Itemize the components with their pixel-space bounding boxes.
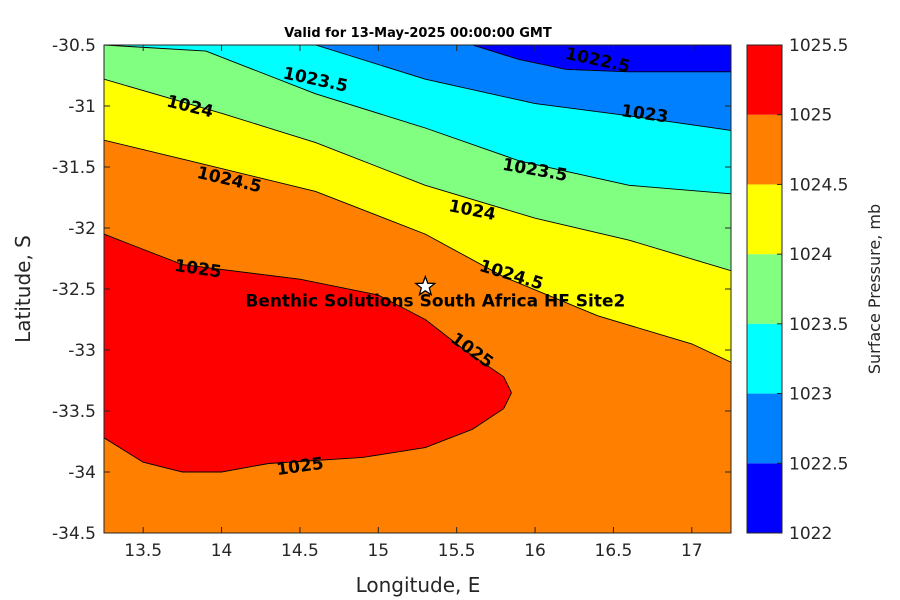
y-tick-label: -31.5 [52, 158, 96, 178]
colorbar-tick-label: 1024.5 [789, 175, 848, 195]
colorbar-swatch [747, 254, 782, 324]
contour-bands [104, 45, 731, 472]
y-axis-label: Latitude, S [11, 235, 35, 343]
x-tick-label: 17 [681, 541, 703, 561]
colorbar-tick-label: 1025 [789, 106, 832, 126]
colorbar-label: Surface Pressure, mb [865, 204, 884, 374]
colorbar-tick-label: 1023 [789, 385, 832, 405]
y-tick-label: -31 [68, 97, 96, 117]
colorbar-tick-label: 1023.5 [789, 315, 848, 335]
colorbar-tick-label: 1024 [789, 245, 832, 265]
colorbar-tick-label: 1022 [789, 524, 832, 544]
colorbar-swatch [747, 114, 782, 185]
contour-line-1024.5 [104, 139, 731, 363]
x-tick-label: 16.5 [595, 541, 633, 561]
y-tick-label: -34 [68, 463, 96, 483]
x-tick-label: 14 [211, 541, 233, 561]
site-label: Benthic Solutions South Africa HF Site2 [245, 292, 625, 312]
plot-area: 1022.510231023.51023.5102410241024.51024… [103, 44, 732, 534]
chart-title: Valid for 13-May-2025 00:00:00 GMT [284, 26, 552, 41]
y-tick-label: -33.5 [52, 402, 96, 422]
contour-lines [104, 45, 731, 473]
contour-line-1025 [104, 233, 513, 473]
x-axis-label: Longitude, E [356, 573, 481, 597]
contour-band [104, 234, 512, 472]
colorbar-swatch [747, 323, 782, 394]
y-tick-label: -34.5 [52, 524, 96, 544]
contour-line-1023 [315, 45, 731, 131]
colorbar-tick-label: 1022.5 [789, 454, 848, 474]
colorbar-swatch [747, 393, 782, 464]
colorbar-tick-label: 1025.5 [789, 36, 848, 56]
y-tick-label: -30.5 [52, 36, 96, 56]
x-tick-label: 13.5 [124, 541, 162, 561]
contour-line-1022.5 [472, 45, 731, 73]
site-star-marker [414, 274, 437, 297]
contour-line-1023.5 [104, 45, 731, 195]
x-tick-label: 14.5 [281, 541, 319, 561]
y-tick-label: -32.5 [52, 280, 96, 300]
x-tick-label: 15 [367, 541, 389, 561]
colorbar-swatch [747, 184, 782, 255]
contour-line-1024 [104, 78, 731, 272]
y-tick-label: -32 [68, 219, 96, 239]
x-tick-label: 15.5 [438, 541, 476, 561]
contour-band [472, 45, 731, 72]
colorbar-swatch [747, 463, 782, 533]
colorbar-frame [746, 44, 783, 534]
site-marker-group: Benthic Solutions South Africa HF Site2 [245, 274, 625, 312]
y-axis: -30.5 -31 -31.5 -32 -32.5 -33 -33.5 -34 -34.5 [52, 36, 731, 544]
x-axis: 13.5 14 14.5 15 15.5 16 16.5 17 [124, 45, 703, 561]
x-tick-label: 16 [524, 541, 546, 561]
colorbar-swatch [747, 45, 782, 115]
colorbar: 1022 1022.5 1023 1023.5 1024 1024.5 1025 1025.5 [746, 36, 848, 544]
y-tick-label: -33 [68, 341, 96, 361]
